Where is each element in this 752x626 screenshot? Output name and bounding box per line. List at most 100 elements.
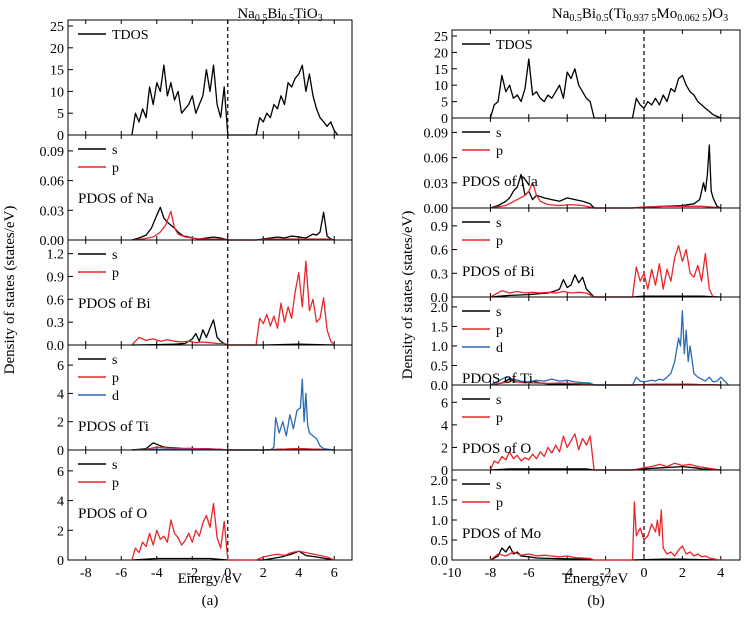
series-line-p <box>131 446 335 451</box>
plot-frame <box>67 449 353 561</box>
subplot-label: PDOS of Ti <box>462 371 533 387</box>
title-subscript: 0.5 <box>282 13 295 24</box>
y-tick-label: 0.0 <box>431 379 449 394</box>
subplot-pdos-of-o: 0 2 4 6 sp PDOS of O <box>57 449 353 569</box>
series-line-p <box>131 210 335 241</box>
y-tick-label: 2.0 <box>431 301 449 316</box>
y-tick-label: 0.06 <box>424 152 449 167</box>
title-subscript: 0.5 <box>596 13 609 24</box>
series-line-p <box>131 502 335 561</box>
y-tick-label: 10 <box>50 85 64 100</box>
legend-label: s <box>112 143 117 158</box>
title-text: Bi <box>582 6 596 22</box>
subplot-pdos-of-na: 0.00 0.03 0.06 0.09 sp PDOS of Na <box>424 117 741 217</box>
y-tick-label: 0.6 <box>431 244 449 259</box>
y-tick-label: 0 <box>57 554 64 569</box>
x-tick-label: -4 <box>151 566 163 581</box>
series-line-p <box>131 260 335 346</box>
legend-label: s <box>496 393 501 408</box>
x-tick-label: -8 <box>485 566 497 581</box>
series-line-s <box>490 144 722 209</box>
legend-label: s <box>496 126 501 141</box>
title-text: TiO <box>294 6 318 22</box>
legend-label: s <box>496 305 501 320</box>
legend-label: p <box>112 266 119 281</box>
subplot-label: PDOS of Mo <box>462 526 541 542</box>
legend-label: TDOS <box>496 38 533 53</box>
series-line-tdos <box>489 58 722 119</box>
y-tick-label: 0 <box>441 112 448 127</box>
series-line-p <box>490 380 721 386</box>
title-subscript: 0.5 <box>569 13 582 24</box>
y-tick-label: 0.0 <box>431 291 449 306</box>
x-tick-label: -8 <box>80 566 92 581</box>
y-tick-label: 0.0 <box>431 554 449 569</box>
legend-label: p <box>112 161 119 176</box>
y-tick-label: 20 <box>434 46 448 61</box>
x-tick-label: -4 <box>561 566 573 581</box>
x-tick-label: -10 <box>443 566 462 581</box>
series-line-p <box>490 182 721 209</box>
x-axis-label: Energy/eV <box>178 571 243 587</box>
subplot-label: PDOS of O <box>462 441 531 457</box>
x-tick-label: 2 <box>679 566 686 581</box>
y-tick-label: 1.5 <box>431 320 449 335</box>
subplot-label: PDOS of Ti <box>78 419 149 435</box>
legend-label: p <box>496 496 503 511</box>
y-tick-label: 0.3 <box>431 267 449 282</box>
legend-label: s <box>112 248 117 263</box>
y-tick-label: 10 <box>434 79 448 94</box>
subplot-label: PDOS of O <box>78 506 147 522</box>
y-tick-label: 4 <box>57 495 64 510</box>
y-tick-label: 0.5 <box>431 359 449 374</box>
subplot-label: PDOS of Na <box>78 191 154 207</box>
legend-label: s <box>496 216 501 231</box>
title-subscript: 3 <box>318 13 323 24</box>
legend-label: d <box>112 389 119 404</box>
panel-label: (b) <box>587 593 605 609</box>
legend-label: p <box>496 411 503 426</box>
x-tick-label: -6 <box>523 566 535 581</box>
y-axis-label: Density of states (states/eV) <box>2 206 18 375</box>
subplot-pdos-of-bi: 0.0 0.3 0.6 0.9 sp PDOS of Bi <box>431 207 741 306</box>
series-line-s <box>490 545 721 561</box>
series-line-d <box>490 310 729 386</box>
y-tick-label: 0.6 <box>47 293 65 308</box>
series-line-p <box>489 433 721 471</box>
y-tick-label: 0.03 <box>424 177 449 192</box>
y-tick-label: 5 <box>57 107 64 122</box>
subplot-pdos-of-o: 0 2 4 6 sp PDOS of O <box>441 384 741 479</box>
subplot-label: PDOS of Bi <box>462 264 535 280</box>
y-tick-label: 0.09 <box>40 145 65 160</box>
y-tick-label: 0.00 <box>424 202 449 217</box>
title-text: Bi <box>267 6 281 22</box>
series-line-p <box>490 244 714 298</box>
x-tick-label: -2 <box>600 566 612 581</box>
title-subscript: 0.937 5 <box>626 13 656 24</box>
y-tick-label: 15 <box>434 63 448 78</box>
title-subscript: 0.062 5 <box>677 13 707 24</box>
series-line-d <box>131 378 335 451</box>
y-tick-label: 0.9 <box>47 270 65 285</box>
title-subscript: 0.5 <box>255 13 268 24</box>
y-tick-label: 2.0 <box>431 474 449 489</box>
y-tick-label: 0.5 <box>431 534 449 549</box>
chart-title: Na0.5Bi0.5(Ti0.937 5Mo0.062 5)O3 <box>552 6 728 24</box>
y-tick-label: 1.0 <box>431 514 449 529</box>
subplot-pdos-of-bi: 0.0 0.3 0.6 0.9 1.2 sp PDOS of Bi <box>47 239 353 354</box>
y-tick-label: 20 <box>50 42 64 57</box>
y-tick-label: 0.00 <box>40 234 65 249</box>
y-tick-label: 2 <box>57 524 64 539</box>
subplot-label: PDOS of Na <box>462 174 538 190</box>
series-line-tdos <box>131 64 339 136</box>
title-text: Na <box>237 6 255 22</box>
subplot-label: PDOS of Bi <box>78 296 151 312</box>
y-tick-label: 0 <box>57 129 64 144</box>
y-axis-label: Density of states (states/eV) <box>400 211 416 380</box>
title-subscript: 3 <box>723 13 728 24</box>
y-tick-label: 15 <box>50 64 64 79</box>
legend-label: s <box>496 478 501 493</box>
y-tick-label: 0.0 <box>47 339 65 354</box>
y-tick-label: 0.9 <box>431 220 449 235</box>
y-tick-label: 1.0 <box>431 340 449 355</box>
